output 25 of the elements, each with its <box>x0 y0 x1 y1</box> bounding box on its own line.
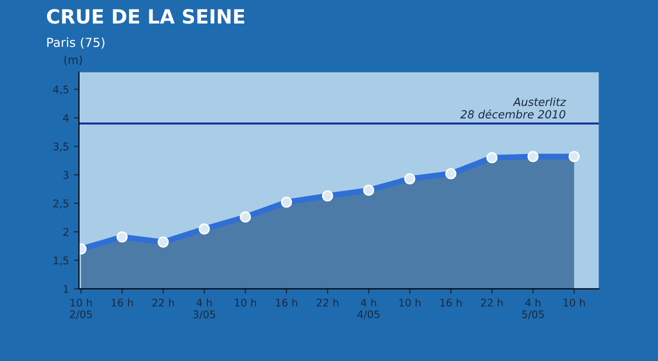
chart-title: CRUE DE LA SEINE <box>47 9 244 24</box>
x-tick-label: 16 h <box>276 298 298 307</box>
x-tick-label: 4 h 5/05 <box>522 298 544 320</box>
x-tick-label: 10 h <box>399 298 420 307</box>
y-tick-label: 3,5 <box>53 142 68 152</box>
y-tick-label: 3 <box>63 171 68 179</box>
y-tick-label: 2,5 <box>53 200 68 208</box>
x-tick-label: 4 h 3/05 <box>193 298 216 320</box>
y-axis-title: (m) <box>64 55 82 66</box>
x-tick-label: 10 h <box>564 298 585 307</box>
x-tick-label: 16 h <box>112 298 133 307</box>
ref-line-label: Austerlitz 28 décembre 2010 <box>460 97 566 118</box>
y-tick-label: 4,5 <box>53 86 68 94</box>
chart-subtitle: Paris (75) <box>47 37 104 49</box>
x-tick-label: 22 h <box>481 298 503 306</box>
x-tick-label: 22 h <box>316 298 338 306</box>
x-tick-label: 4 h 4/05 <box>357 298 380 320</box>
y-tick-label: 2 <box>63 228 68 236</box>
y-tick-label: 1,5 <box>54 256 68 266</box>
y-tick-label: 4 <box>63 114 69 122</box>
y-tick-label: 1 <box>64 285 68 293</box>
x-tick-label: 16 h <box>440 298 462 307</box>
x-tick-label: 10 h <box>234 298 256 307</box>
x-tick-label: 10 h 2/05 <box>70 298 92 320</box>
x-tick-label: 22 h <box>152 298 174 306</box>
